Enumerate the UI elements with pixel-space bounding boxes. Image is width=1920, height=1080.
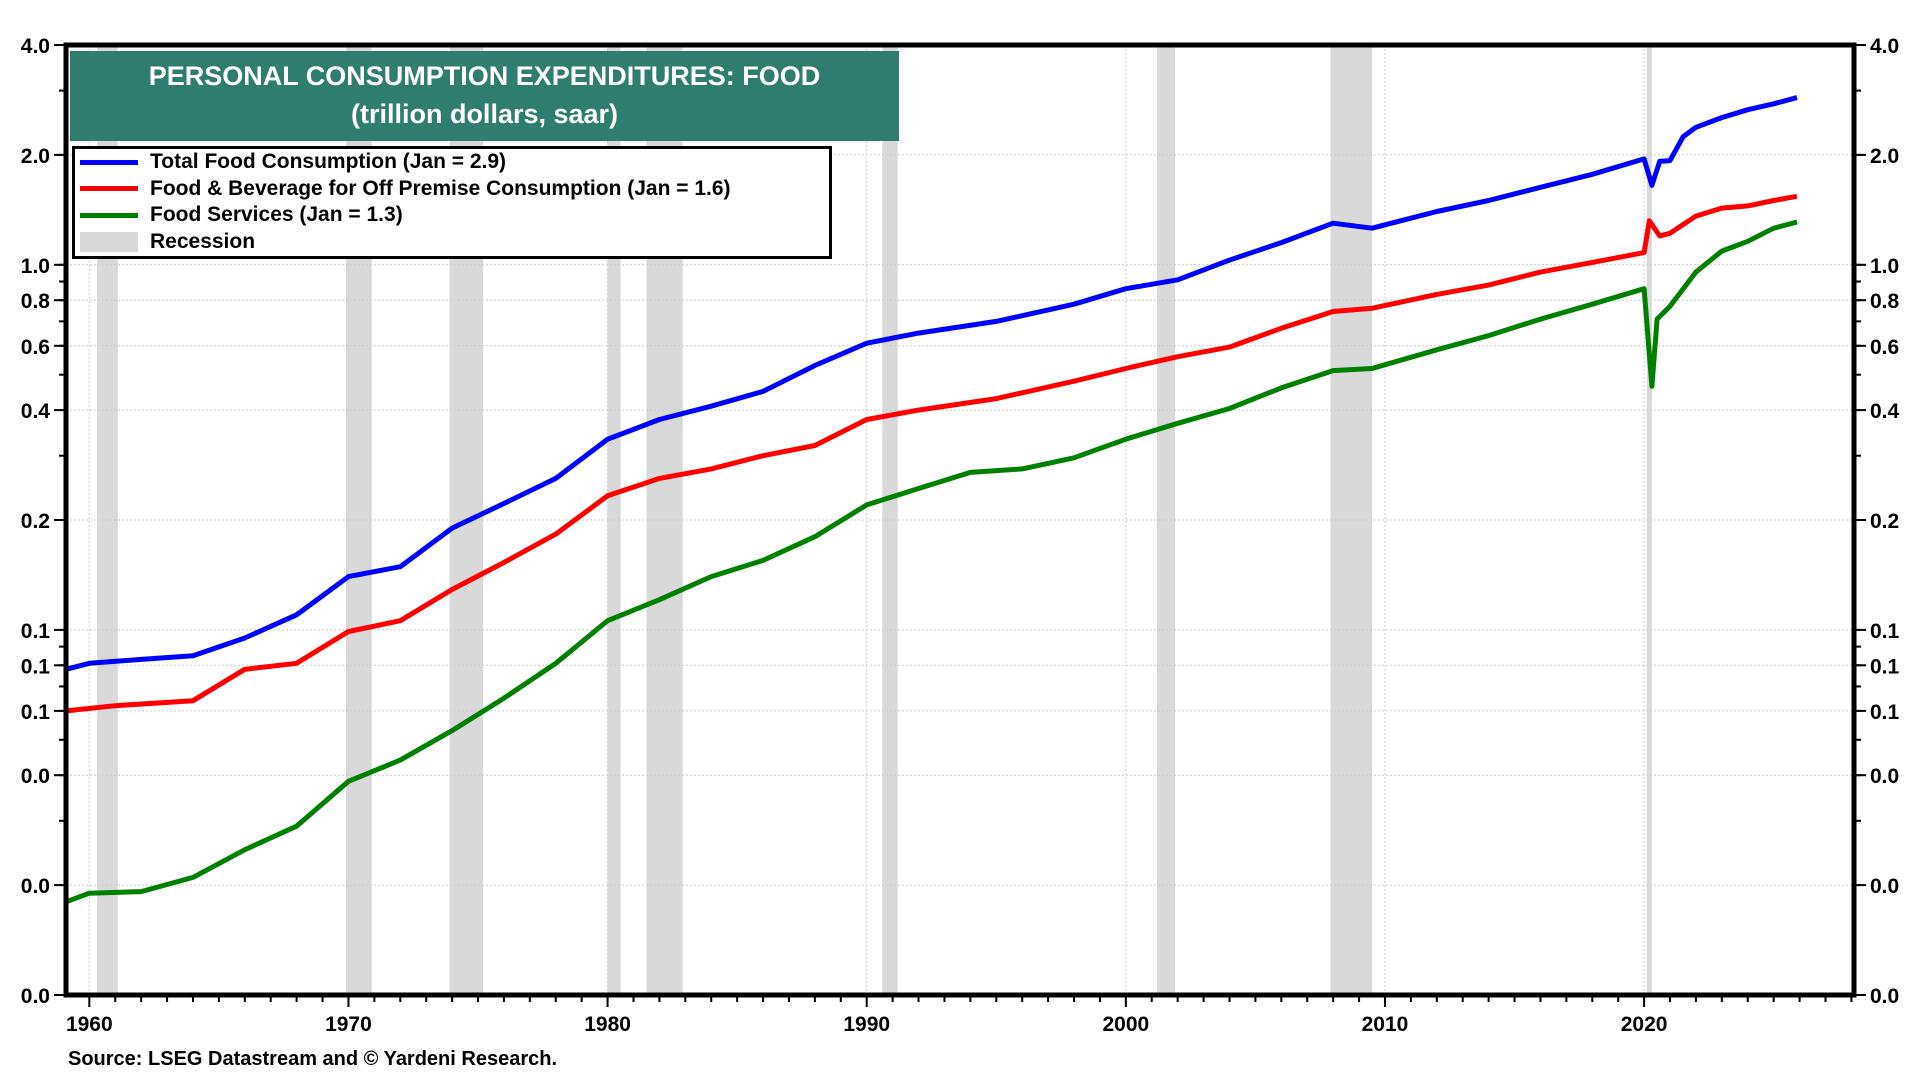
series-line-2 bbox=[65, 219, 1798, 905]
y-tick-label-left: 4.0 bbox=[21, 35, 50, 58]
legend-item-off-premise: Food & Beverage for Off Premise Consumpt… bbox=[75, 176, 829, 203]
y-tick-label-right: 0.4 bbox=[1870, 400, 1900, 423]
y-tick-label-right: 0.0 bbox=[1870, 875, 1899, 898]
legend-label: Recession bbox=[150, 229, 256, 253]
y-tick-label-right: 1.0 bbox=[1870, 255, 1899, 278]
legend-item-food-services: Food Services (Jan = 1.3) bbox=[75, 202, 829, 229]
legend-swatch-recession bbox=[80, 231, 138, 252]
y-tick-label-left: 0.6 bbox=[21, 336, 50, 359]
y-tick-label-left: 0.4 bbox=[21, 400, 51, 423]
x-tick-label: 1990 bbox=[843, 1013, 890, 1036]
chart-title-box: PERSONAL CONSUMPTION EXPENDITURES: FOOD … bbox=[70, 51, 899, 141]
y-tick-label-left: 0.1 bbox=[21, 620, 51, 643]
y-tick-label-left: 2.0 bbox=[21, 145, 50, 168]
series-lines bbox=[65, 95, 1798, 905]
legend-label: Total Food Consumption (Jan = 2.9) bbox=[150, 150, 507, 174]
source-note: Source: LSEG Datastream and © Yardeni Re… bbox=[68, 1048, 558, 1070]
recession-band bbox=[1646, 45, 1652, 995]
y-tick-label-right: 0.1 bbox=[1870, 655, 1900, 678]
y-tick-label-right: 0.0 bbox=[1870, 765, 1899, 788]
x-tick-label: 2000 bbox=[1102, 1013, 1149, 1036]
y-tick-label-left: 0.1 bbox=[21, 701, 51, 724]
y-tick-label-right: 0.0 bbox=[1870, 985, 1899, 1008]
x-axis: 1960 1970 1980 1990 2000 2010 2020 bbox=[66, 995, 1853, 1036]
legend-swatch-blue bbox=[80, 159, 138, 165]
legend-swatch-green bbox=[80, 212, 138, 218]
y-tick-label-left: 0.0 bbox=[21, 985, 50, 1008]
legend: Total Food Consumption (Jan = 2.9) Food … bbox=[72, 146, 832, 259]
y-tick-label-right: 2.0 bbox=[1870, 145, 1899, 168]
series-line-0 bbox=[65, 95, 1798, 672]
legend-label: Food Services (Jan = 1.3) bbox=[150, 203, 403, 227]
x-tick-label: 1970 bbox=[325, 1013, 372, 1036]
y-tick-label-left: 0.8 bbox=[21, 290, 51, 313]
y-axis-right: 4.0 2.0 1.0 0.8 0.6 0.4 0.2 0.1 0.1 0.1 0.0 0.0 0.0 bbox=[1854, 35, 1900, 1008]
x-tick-label: 2010 bbox=[1362, 1013, 1409, 1036]
y-tick-label-right: 0.2 bbox=[1870, 510, 1899, 533]
y-axis-left: 4.0 2.0 1.0 0.8 0.6 0.4 0.2 0.1 0.1 0.1 0.0 0.0 0.0 bbox=[21, 35, 66, 1008]
x-tick-label: 2020 bbox=[1621, 1013, 1668, 1036]
legend-item-recession: Recession bbox=[75, 229, 829, 256]
x-tick-label: 1960 bbox=[66, 1013, 113, 1036]
y-tick-label-left: 0.0 bbox=[21, 765, 50, 788]
chart-subtitle: (trillion dollars, saar) bbox=[350, 99, 619, 129]
legend-item-total-food: Total Food Consumption (Jan = 2.9) bbox=[75, 149, 829, 176]
legend-label: Food & Beverage for Off Premise Consumpt… bbox=[150, 176, 731, 200]
legend-swatch-red bbox=[80, 186, 138, 192]
series-line-1 bbox=[65, 193, 1798, 714]
y-tick-label-left: 0.0 bbox=[21, 875, 50, 898]
chart-title: PERSONAL CONSUMPTION EXPENDITURES: FOOD bbox=[148, 61, 821, 91]
x-tick-label: 1980 bbox=[584, 1013, 631, 1036]
y-tick-label-right: 0.1 bbox=[1870, 701, 1900, 724]
y-tick-label-right: 0.8 bbox=[1870, 290, 1900, 313]
y-tick-label-right: 0.1 bbox=[1870, 620, 1900, 643]
y-tick-label-left: 0.2 bbox=[21, 510, 50, 533]
y-tick-label-right: 0.6 bbox=[1870, 336, 1899, 359]
y-tick-label-left: 0.1 bbox=[21, 655, 51, 678]
y-tick-label-right: 4.0 bbox=[1870, 35, 1899, 58]
y-tick-label-left: 1.0 bbox=[21, 255, 50, 278]
